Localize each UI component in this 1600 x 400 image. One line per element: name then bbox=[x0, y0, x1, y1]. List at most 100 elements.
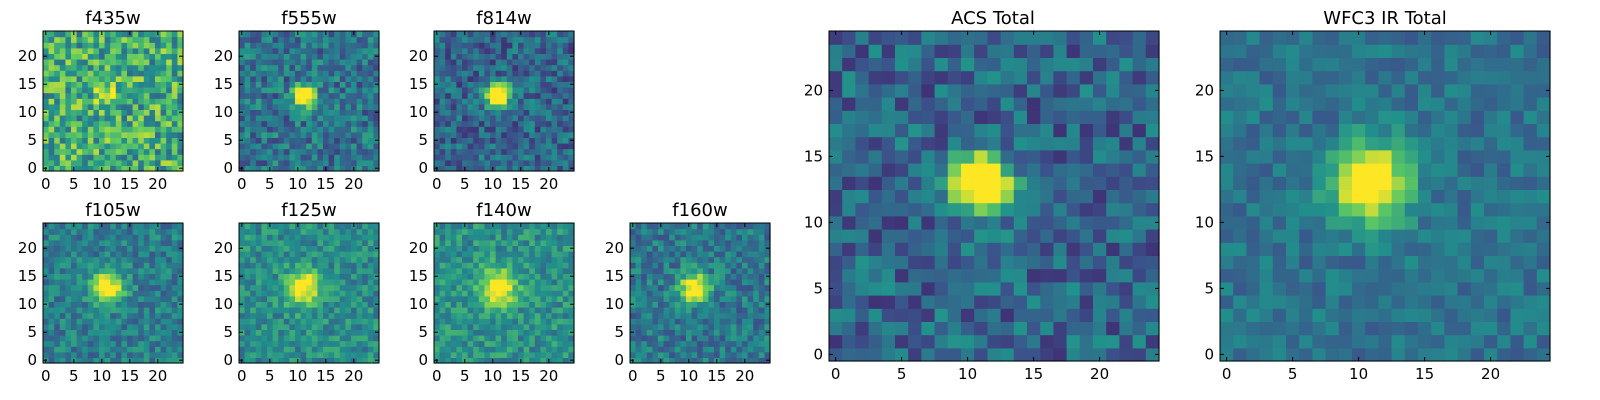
heatmap-cell bbox=[691, 239, 698, 246]
heatmap-cell bbox=[719, 251, 726, 258]
heatmap-cell bbox=[829, 242, 843, 256]
heatmap-cell bbox=[725, 228, 732, 235]
heatmap-cell bbox=[434, 126, 441, 133]
heatmap-cell bbox=[829, 163, 843, 177]
heatmap-cell bbox=[551, 346, 558, 353]
heatmap-cell bbox=[630, 239, 637, 246]
heatmap-cell bbox=[641, 301, 648, 308]
heatmap-cell bbox=[842, 176, 856, 190]
heatmap-cell bbox=[250, 228, 257, 235]
heatmap-cell bbox=[518, 301, 525, 308]
heatmap-cell bbox=[261, 87, 268, 94]
heatmap-cell bbox=[351, 234, 358, 241]
heatmap-cell bbox=[99, 284, 106, 291]
heatmap-cell bbox=[239, 47, 246, 54]
heatmap-cell bbox=[1013, 202, 1028, 217]
heatmap-cell bbox=[568, 256, 575, 263]
heatmap-cell bbox=[439, 295, 446, 302]
heatmap-cell bbox=[473, 154, 480, 161]
heatmap-cell bbox=[495, 159, 502, 166]
heatmap-cell bbox=[300, 340, 307, 347]
heatmap-cell bbox=[462, 53, 469, 60]
heatmap-cell bbox=[143, 346, 150, 353]
heatmap-cell bbox=[356, 290, 363, 297]
heatmap-cell bbox=[339, 239, 346, 246]
heatmap-cell bbox=[93, 357, 100, 364]
heatmap-cell bbox=[908, 334, 922, 349]
heatmap-cell bbox=[306, 70, 313, 77]
heatmap-cell bbox=[1000, 347, 1015, 362]
heatmap-cell bbox=[244, 47, 251, 54]
heatmap-cell bbox=[736, 295, 743, 302]
heatmap-cell bbox=[921, 163, 936, 177]
heatmap-cell bbox=[261, 70, 268, 77]
heatmap-cell bbox=[121, 81, 128, 88]
heatmap-cell bbox=[450, 251, 457, 258]
heatmap-cell bbox=[143, 103, 150, 110]
heatmap-cell bbox=[518, 267, 525, 274]
heatmap-cell bbox=[334, 245, 341, 252]
heatmap-cell bbox=[551, 64, 558, 71]
heatmap-cell bbox=[881, 295, 896, 309]
heatmap-cell bbox=[255, 329, 262, 336]
heatmap-cell bbox=[373, 295, 380, 302]
heatmap-cell bbox=[104, 228, 111, 235]
heatmap-cell bbox=[758, 335, 765, 342]
heatmap-cell bbox=[328, 256, 335, 263]
heatmap-cell bbox=[110, 251, 117, 258]
heatmap-cell bbox=[652, 284, 659, 291]
heatmap-cell bbox=[686, 273, 693, 280]
heatmap-cell bbox=[138, 312, 145, 319]
heatmap-cell bbox=[534, 357, 541, 364]
heatmap-cell bbox=[261, 251, 268, 258]
heatmap-cell bbox=[65, 295, 72, 302]
y-tick-label: 20 bbox=[18, 47, 37, 65]
heatmap-cell bbox=[334, 47, 341, 54]
heatmap-cell bbox=[76, 92, 83, 99]
heatmap-cell bbox=[641, 351, 648, 358]
heatmap-cell bbox=[719, 290, 726, 297]
heatmap-cell bbox=[99, 120, 106, 127]
heatmap-cell bbox=[736, 290, 743, 297]
heatmap-cell bbox=[255, 234, 262, 241]
heatmap-cell bbox=[155, 307, 162, 314]
heatmap-cell bbox=[523, 351, 530, 358]
heatmap-cell bbox=[311, 53, 318, 60]
heatmap-cell bbox=[702, 245, 709, 252]
heatmap-cell bbox=[87, 148, 94, 155]
heatmap-cell bbox=[736, 279, 743, 286]
heatmap-cell bbox=[512, 318, 519, 325]
heatmap-cell bbox=[512, 262, 519, 269]
heatmap-cell bbox=[267, 70, 274, 77]
heatmap-cell bbox=[557, 251, 564, 258]
heatmap-cell bbox=[87, 295, 94, 302]
heatmap-cell bbox=[529, 126, 536, 133]
heatmap-cell bbox=[334, 279, 341, 286]
heatmap-cell bbox=[1145, 189, 1160, 204]
heatmap-cell bbox=[445, 154, 452, 161]
heatmap-cell bbox=[855, 295, 870, 309]
heatmap-cell bbox=[473, 143, 480, 150]
heatmap-cell bbox=[289, 87, 296, 94]
heatmap-cell bbox=[652, 245, 659, 252]
heatmap-cell bbox=[65, 59, 72, 66]
heatmap-cell bbox=[691, 329, 698, 336]
heatmap-cell bbox=[523, 36, 530, 43]
heatmap-cell bbox=[445, 143, 452, 150]
heatmap-cell bbox=[345, 131, 352, 138]
heatmap-cell bbox=[373, 267, 380, 274]
heatmap-cell bbox=[1145, 308, 1160, 322]
heatmap-cell bbox=[54, 109, 61, 116]
heatmap-cell bbox=[456, 318, 463, 325]
heatmap-cell bbox=[317, 109, 324, 116]
heatmap-cell bbox=[1053, 334, 1068, 349]
heatmap-cell bbox=[895, 268, 909, 283]
heatmap-cell bbox=[356, 251, 363, 258]
heatmap-cell bbox=[501, 234, 508, 241]
heatmap-cell bbox=[473, 284, 480, 291]
heatmap-cell bbox=[562, 245, 569, 252]
heatmap-cell bbox=[478, 81, 485, 88]
heatmap-cell bbox=[351, 75, 358, 82]
heatmap-cell bbox=[373, 143, 380, 150]
heatmap-cell bbox=[557, 103, 564, 110]
